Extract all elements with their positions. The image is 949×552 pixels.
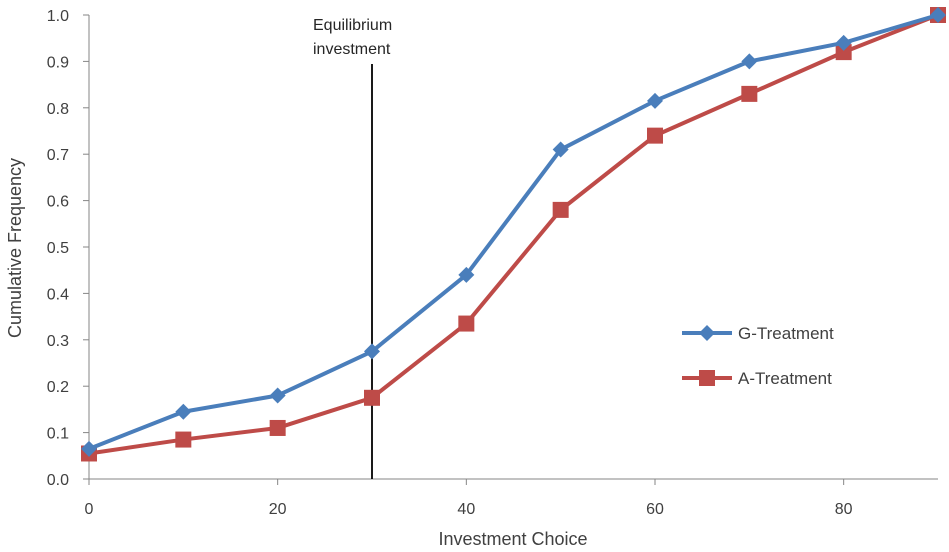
- data-point: [81, 440, 97, 457]
- x-tick-label: 20: [269, 501, 287, 518]
- data-point: [647, 127, 663, 144]
- data-point: [175, 431, 192, 448]
- x-tick-label: 0: [85, 501, 94, 518]
- legend-swatch-marker: [699, 325, 715, 341]
- series-line: [88, 13, 939, 451]
- data-point: [552, 141, 569, 158]
- legend-swatch-marker: [699, 370, 715, 386]
- tick-labels: 0.0 0.1 0.2 0.3 0.4 0.5 0.6 0.7 0.8 0.9 1.0 0 20 40 60…: [47, 8, 853, 518]
- data-point: [835, 44, 852, 61]
- y-tick-label: 0.4: [47, 286, 69, 303]
- data-point: [552, 201, 569, 218]
- data-point: [458, 266, 475, 283]
- legend-label: G-Treatment: [738, 324, 834, 343]
- y-tick-label: 0.5: [47, 240, 69, 257]
- data-point: [175, 403, 192, 420]
- annotations: Equilibrium investment: [313, 17, 392, 479]
- x-axis-title: Investment Choice: [438, 529, 587, 549]
- y-tick-label: 0.1: [47, 426, 69, 443]
- data-point: [741, 53, 758, 70]
- y-tick-label: 0.8: [47, 101, 69, 118]
- legend: G-Treatment A-Treatment: [682, 324, 834, 388]
- y-axis-title: Cumulative Frequency: [5, 158, 25, 338]
- data-point: [647, 92, 663, 109]
- data-point: [835, 34, 852, 51]
- axes: [83, 14, 938, 485]
- x-tick-label: 80: [835, 501, 853, 518]
- series-a-treatment: [81, 7, 946, 462]
- series-line: [88, 13, 939, 456]
- x-tick-label: 40: [457, 501, 475, 518]
- data-point: [364, 343, 380, 360]
- equilibrium-label: Equilibrium: [313, 17, 392, 34]
- series: [81, 7, 946, 462]
- data-point: [269, 419, 286, 436]
- y-tick-label: 0.3: [47, 333, 69, 350]
- legend-item: G-Treatment: [682, 324, 834, 343]
- x-tick-label: 60: [646, 501, 664, 518]
- series-g-treatment: [81, 7, 946, 457]
- data-point: [930, 7, 946, 23]
- y-tick-label: 0.2: [47, 379, 69, 396]
- data-point: [458, 315, 475, 332]
- y-tick-label: 0.0: [47, 472, 69, 489]
- y-tick-label: 0.7: [47, 147, 69, 164]
- data-point: [741, 85, 758, 102]
- y-tick-label: 0.9: [47, 54, 69, 71]
- data-point: [364, 389, 380, 406]
- legend-item: A-Treatment: [682, 369, 832, 388]
- y-tick-label: 0.6: [47, 194, 69, 211]
- legend-label: A-Treatment: [738, 369, 832, 388]
- y-tick-label: 1.0: [47, 8, 69, 25]
- data-point: [269, 387, 286, 404]
- equilibrium-label: investment: [313, 41, 391, 58]
